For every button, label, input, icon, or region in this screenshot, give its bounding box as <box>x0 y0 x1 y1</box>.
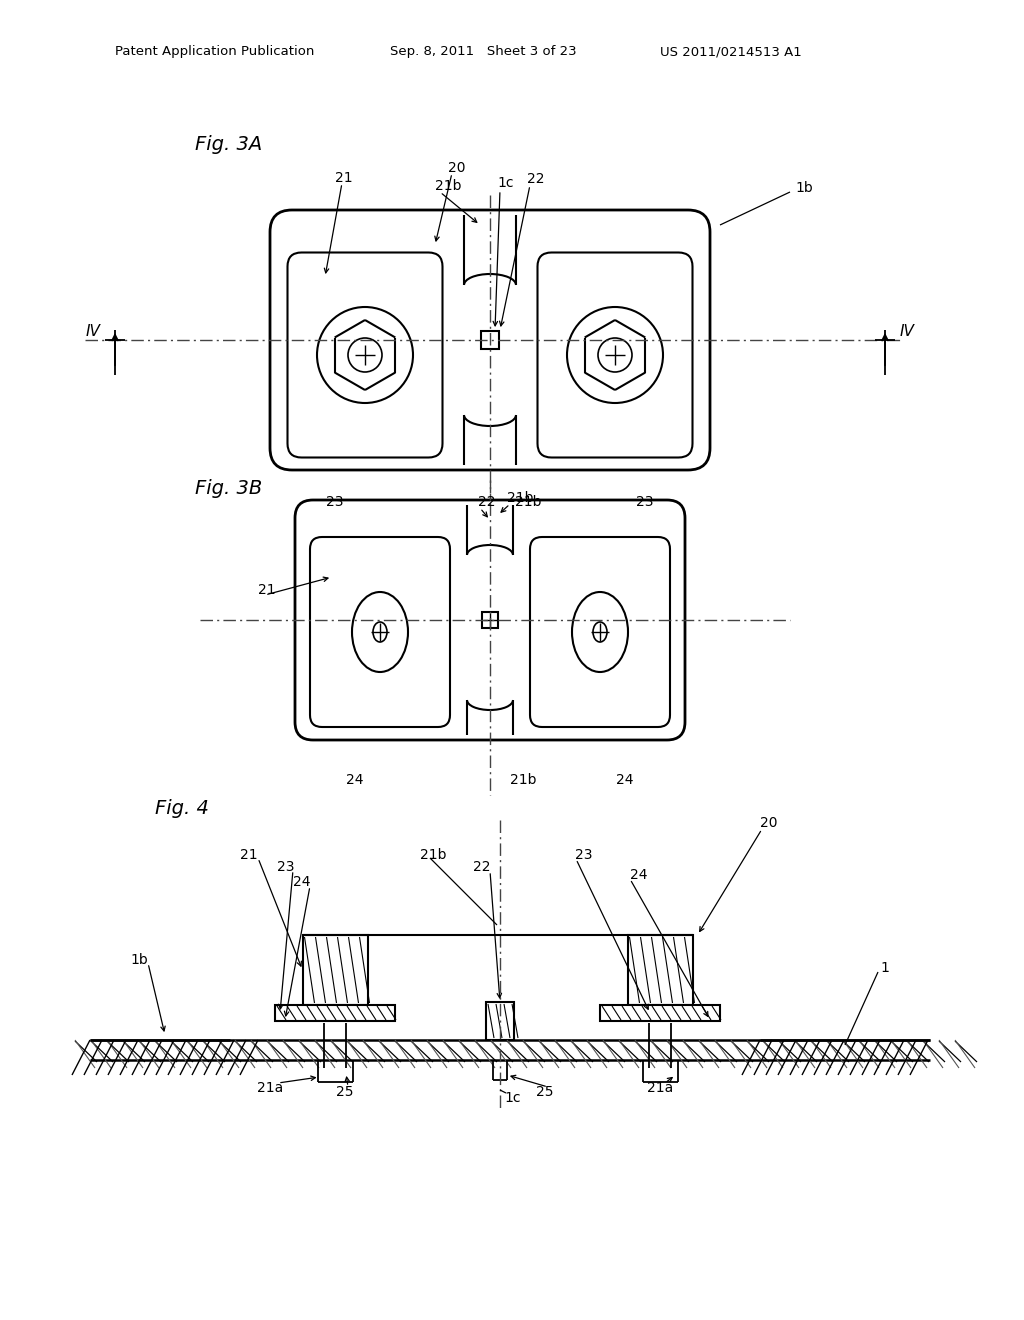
Text: 22: 22 <box>527 172 545 186</box>
Text: Fig. 3B: Fig. 3B <box>195 479 262 498</box>
Text: 21: 21 <box>241 847 258 862</box>
Text: Patent Application Publication: Patent Application Publication <box>115 45 314 58</box>
Bar <box>628 935 692 1005</box>
Text: IV: IV <box>86 325 100 339</box>
Ellipse shape <box>593 622 607 642</box>
Text: 21b: 21b <box>435 180 462 193</box>
Ellipse shape <box>572 591 628 672</box>
Text: IV: IV <box>900 325 914 339</box>
Text: 20: 20 <box>760 816 777 830</box>
FancyBboxPatch shape <box>310 537 450 727</box>
Bar <box>481 331 499 348</box>
Text: 21: 21 <box>335 172 352 185</box>
Text: 23: 23 <box>276 861 294 874</box>
Text: 1c: 1c <box>497 176 513 190</box>
Text: Sep. 8, 2011   Sheet 3 of 23: Sep. 8, 2011 Sheet 3 of 23 <box>390 45 577 58</box>
Text: 21b: 21b <box>507 491 534 506</box>
Text: 23: 23 <box>575 847 593 862</box>
Text: 24: 24 <box>630 869 647 882</box>
FancyBboxPatch shape <box>530 537 670 727</box>
Text: 25: 25 <box>336 1085 353 1100</box>
Bar <box>275 1005 395 1020</box>
Circle shape <box>348 338 382 372</box>
Text: 21b: 21b <box>420 847 446 862</box>
Ellipse shape <box>352 591 408 672</box>
Bar <box>486 1002 514 1040</box>
Text: 25: 25 <box>537 1085 554 1100</box>
FancyBboxPatch shape <box>270 210 710 470</box>
Text: Fig. 3A: Fig. 3A <box>195 136 262 154</box>
Text: 21a: 21a <box>647 1081 673 1096</box>
Text: 24: 24 <box>616 774 634 787</box>
Text: 1: 1 <box>880 961 889 975</box>
Text: 22: 22 <box>478 495 496 510</box>
FancyBboxPatch shape <box>295 500 685 741</box>
FancyBboxPatch shape <box>288 252 442 458</box>
Text: 20: 20 <box>449 161 466 176</box>
Text: 24: 24 <box>346 774 364 787</box>
Text: 21a: 21a <box>257 1081 283 1096</box>
Bar <box>302 935 368 1005</box>
Text: US 2011/0214513 A1: US 2011/0214513 A1 <box>660 45 802 58</box>
Ellipse shape <box>373 622 387 642</box>
Text: 21b: 21b <box>515 495 542 510</box>
Text: 21b: 21b <box>510 774 537 787</box>
Text: Fig. 4: Fig. 4 <box>155 799 209 817</box>
Text: 22: 22 <box>472 861 490 874</box>
Circle shape <box>317 308 413 403</box>
Circle shape <box>598 338 632 372</box>
Text: 23: 23 <box>327 495 344 510</box>
Text: 1b: 1b <box>795 181 813 195</box>
Text: 21: 21 <box>258 583 275 597</box>
Text: 24: 24 <box>293 875 310 888</box>
FancyBboxPatch shape <box>538 252 692 458</box>
Text: 1c: 1c <box>504 1092 520 1105</box>
Bar <box>482 612 498 628</box>
Text: 1b: 1b <box>130 953 148 968</box>
Circle shape <box>567 308 663 403</box>
Bar <box>600 1005 720 1020</box>
Text: 23: 23 <box>636 495 653 510</box>
